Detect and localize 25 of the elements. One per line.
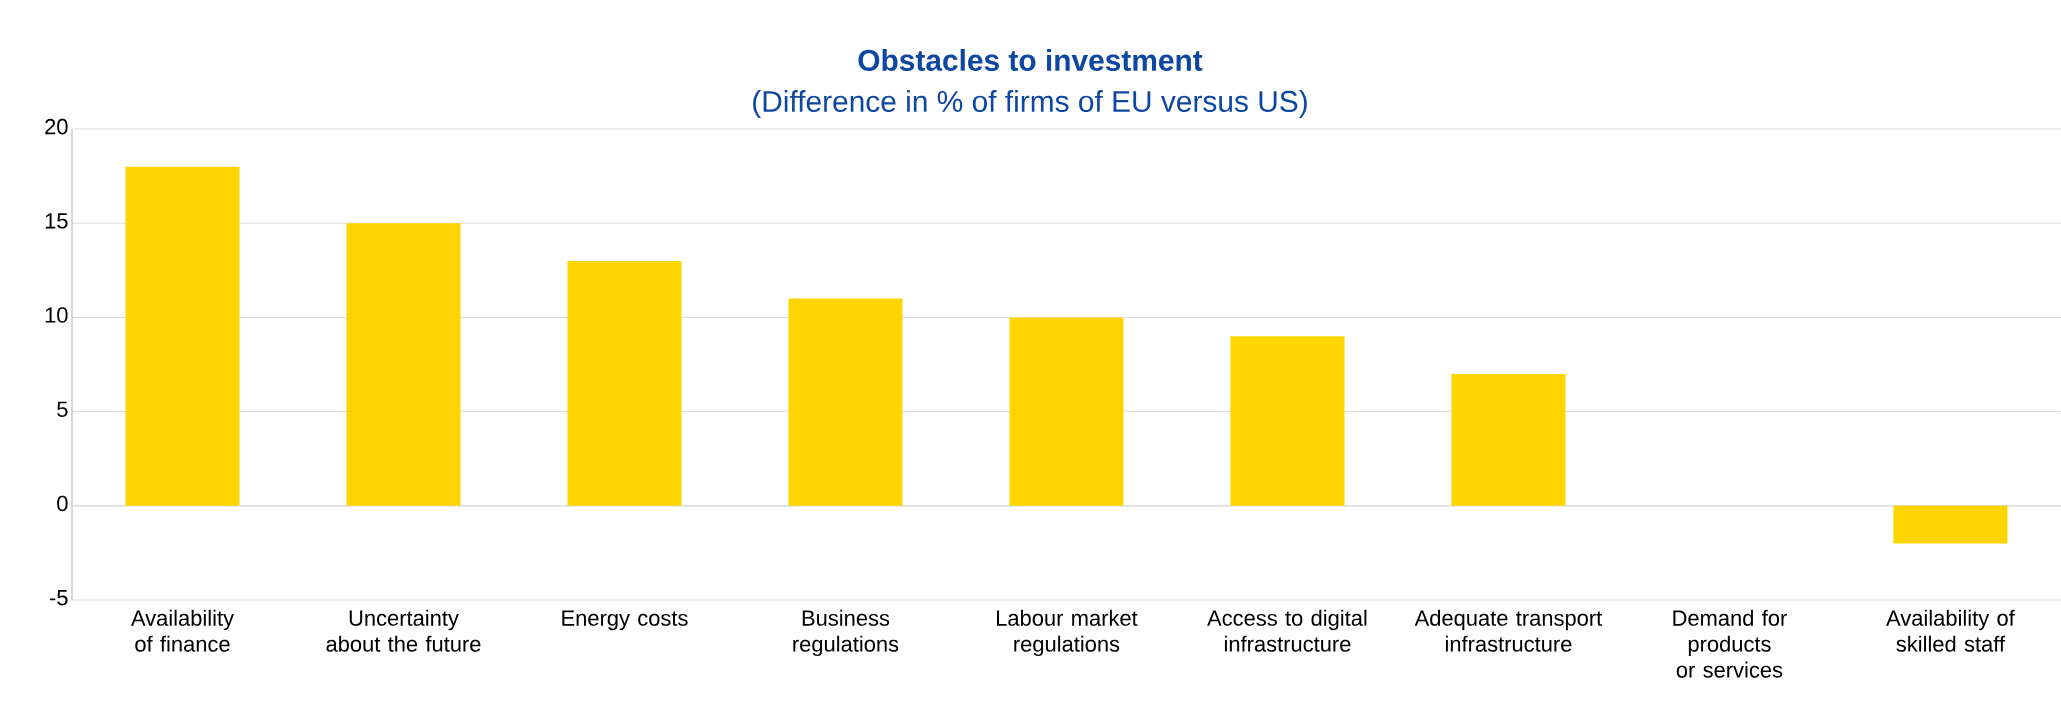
bar bbox=[125, 166, 240, 506]
y-tick-label: 20 bbox=[45, 118, 68, 135]
x-tick-label: Business regulations bbox=[793, 609, 899, 657]
y-tick-label: 15 bbox=[45, 213, 68, 229]
bar bbox=[788, 298, 903, 506]
x-tick-label: Access to digital infrastructure bbox=[1207, 609, 1367, 652]
bar bbox=[567, 260, 682, 506]
chart-title: Obstacles to investment bbox=[858, 49, 1203, 71]
bar bbox=[1893, 505, 2008, 544]
x-tick-label: Labour market regulations bbox=[996, 609, 1138, 657]
bar bbox=[1230, 336, 1345, 506]
y-tick-label: 0 bbox=[57, 495, 68, 512]
bar bbox=[1451, 373, 1566, 506]
x-tick-label: Adequate transport infrastructure bbox=[1414, 609, 1603, 652]
x-tick-label: Uncertainty about the future bbox=[326, 609, 481, 652]
x-tick-label: Availability of skilled staff bbox=[1886, 609, 2015, 652]
x-tick-label: Availability of finance bbox=[130, 609, 235, 652]
y-tick-label: 5 bbox=[57, 401, 68, 417]
x-tick-label: Demand for products or services bbox=[1673, 609, 1787, 678]
y-tick-label: 10 bbox=[45, 307, 68, 323]
chart-subtitle: (Difference in % of firms of EU versus US) bbox=[753, 90, 1307, 118]
bar bbox=[1009, 317, 1124, 506]
y-tick-label: -5 bbox=[49, 590, 68, 606]
bar bbox=[346, 223, 461, 506]
x-tick-label: Energy costs bbox=[562, 610, 688, 631]
